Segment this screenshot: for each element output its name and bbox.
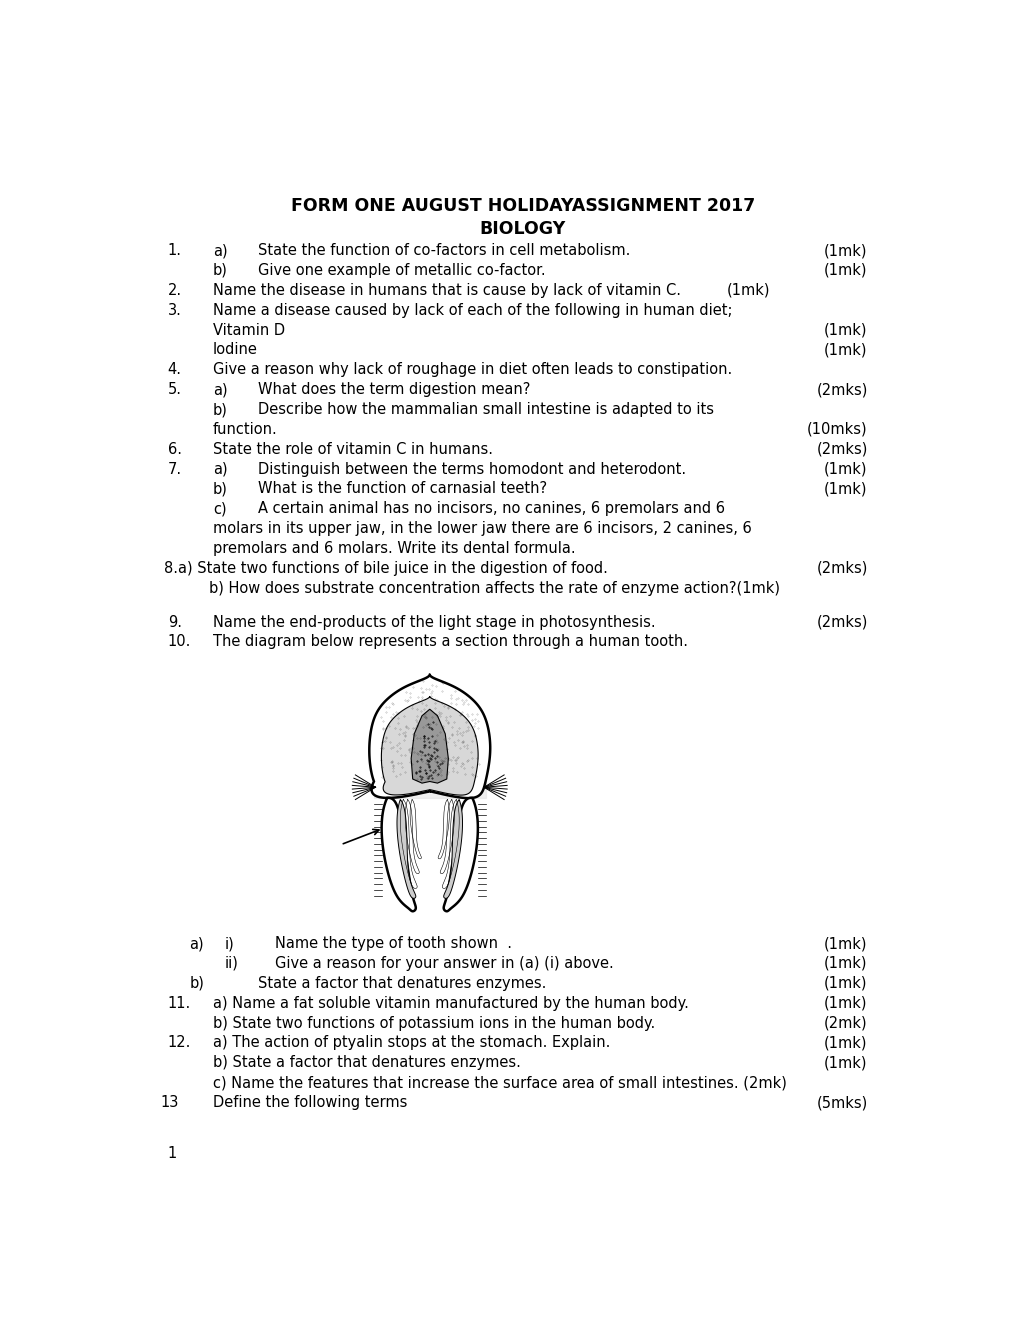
Text: FORM ONE AUGUST HOLIDAYASSIGNMENT 2017: FORM ONE AUGUST HOLIDAYASSIGNMENT 2017 <box>290 197 754 215</box>
Text: 10.: 10. <box>168 635 191 649</box>
Text: function.: function. <box>213 422 277 437</box>
Text: 6.: 6. <box>168 442 181 457</box>
Text: (1mk): (1mk) <box>823 462 867 477</box>
Text: Give a reason why lack of roughage in diet often leads to constipation.: Give a reason why lack of roughage in di… <box>213 362 732 378</box>
Text: b) State a factor that denatures enzymes.: b) State a factor that denatures enzymes… <box>213 1055 520 1071</box>
Text: b): b) <box>213 482 227 496</box>
Text: 2.: 2. <box>168 282 181 298</box>
Text: Give one example of metallic co-factor.: Give one example of metallic co-factor. <box>258 263 545 279</box>
Text: molars in its upper jaw, in the lower jaw there are 6 incisors, 2 canines, 6: molars in its upper jaw, in the lower ja… <box>213 521 751 536</box>
Text: a): a) <box>213 383 227 397</box>
Text: c): c) <box>213 502 226 516</box>
Text: The diagram below represents a section through a human tooth.: The diagram below represents a section t… <box>213 635 687 649</box>
Text: (1mk): (1mk) <box>823 322 867 338</box>
Text: (1mk): (1mk) <box>823 243 867 259</box>
Text: (1mk): (1mk) <box>823 975 867 991</box>
Text: State the role of vitamin C in humans.: State the role of vitamin C in humans. <box>213 442 492 457</box>
Text: Name the disease in humans that is cause by lack of vitamin C.: Name the disease in humans that is cause… <box>213 282 680 298</box>
Text: 8.a) State two functions of bile juice in the digestion of food.: 8.a) State two functions of bile juice i… <box>164 561 607 576</box>
Text: Define the following terms: Define the following terms <box>213 1096 407 1110</box>
Text: State a factor that denatures enzymes.: State a factor that denatures enzymes. <box>258 975 545 991</box>
Text: premolars and 6 molars. Write its dental formula.: premolars and 6 molars. Write its dental… <box>213 541 575 556</box>
Text: 13: 13 <box>160 1096 178 1110</box>
Text: A certain animal has no incisors, no canines, 6 premolars and 6: A certain animal has no incisors, no can… <box>258 502 723 516</box>
Text: (2mks): (2mks) <box>815 383 867 397</box>
Text: (1mk): (1mk) <box>823 342 867 358</box>
Text: a): a) <box>213 243 227 259</box>
Text: (10mks): (10mks) <box>806 422 867 437</box>
Text: 1.: 1. <box>168 243 181 259</box>
Text: (2mk): (2mk) <box>823 1015 867 1031</box>
Text: Name the end-products of the light stage in photosynthesis.: Name the end-products of the light stage… <box>213 615 655 630</box>
Text: 3.: 3. <box>168 302 181 318</box>
Text: (1mk): (1mk) <box>823 995 867 1011</box>
Text: Give a reason for your answer in (a) (i) above.: Give a reason for your answer in (a) (i)… <box>274 956 612 972</box>
Text: b) How does substrate concentration affects the rate of enzyme action?(1mk): b) How does substrate concentration affe… <box>209 581 780 595</box>
Text: What is the function of carnasial teeth?: What is the function of carnasial teeth? <box>258 482 546 496</box>
Text: b): b) <box>213 403 227 417</box>
Text: 1: 1 <box>168 1146 177 1160</box>
Text: Distinguish between the terms homodont and heterodont.: Distinguish between the terms homodont a… <box>258 462 685 477</box>
Text: (2mks): (2mks) <box>815 561 867 576</box>
Text: (1mk): (1mk) <box>823 1055 867 1071</box>
Text: a): a) <box>190 936 204 952</box>
Text: Name the type of tooth shown  .: Name the type of tooth shown . <box>274 936 512 952</box>
Text: (1mk): (1mk) <box>823 936 867 952</box>
Text: b): b) <box>190 975 204 991</box>
Text: (1mk): (1mk) <box>823 956 867 972</box>
Text: b): b) <box>213 263 227 279</box>
Text: 5.: 5. <box>168 383 181 397</box>
Text: 9.: 9. <box>168 615 181 630</box>
Text: c) Name the features that increase the surface area of small intestines. (2mk): c) Name the features that increase the s… <box>213 1076 786 1090</box>
Text: State the function of co-factors in cell metabolism.: State the function of co-factors in cell… <box>258 243 630 259</box>
Text: 4.: 4. <box>168 362 181 378</box>
Text: ii): ii) <box>224 956 238 972</box>
Text: Vitamin D: Vitamin D <box>213 322 284 338</box>
Text: 12.: 12. <box>168 1035 191 1051</box>
Text: Describe how the mammalian small intestine is adapted to its: Describe how the mammalian small intesti… <box>258 403 713 417</box>
Text: Name a disease caused by lack of each of the following in human diet;: Name a disease caused by lack of each of… <box>213 302 732 318</box>
Text: (2mks): (2mks) <box>815 615 867 630</box>
Text: Iodine: Iodine <box>213 342 258 358</box>
Text: a) The action of ptyalin stops at the stomach. Explain.: a) The action of ptyalin stops at the st… <box>213 1035 609 1051</box>
Text: (1mk): (1mk) <box>823 263 867 279</box>
Text: (1mk): (1mk) <box>823 1035 867 1051</box>
Text: 7.: 7. <box>168 462 181 477</box>
Text: a) Name a fat soluble vitamin manufactured by the human body.: a) Name a fat soluble vitamin manufactur… <box>213 995 688 1011</box>
Text: (2mks): (2mks) <box>815 442 867 457</box>
Text: a): a) <box>213 462 227 477</box>
Text: BIOLOGY: BIOLOGY <box>479 220 566 238</box>
Text: 11.: 11. <box>168 995 191 1011</box>
Text: (5mks): (5mks) <box>815 1096 867 1110</box>
Text: (1mk): (1mk) <box>823 482 867 496</box>
Text: i): i) <box>224 936 234 952</box>
Text: What does the term digestion mean?: What does the term digestion mean? <box>258 383 530 397</box>
Text: (1mk): (1mk) <box>727 282 770 298</box>
Text: b) State two functions of potassium ions in the human body.: b) State two functions of potassium ions… <box>213 1015 654 1031</box>
